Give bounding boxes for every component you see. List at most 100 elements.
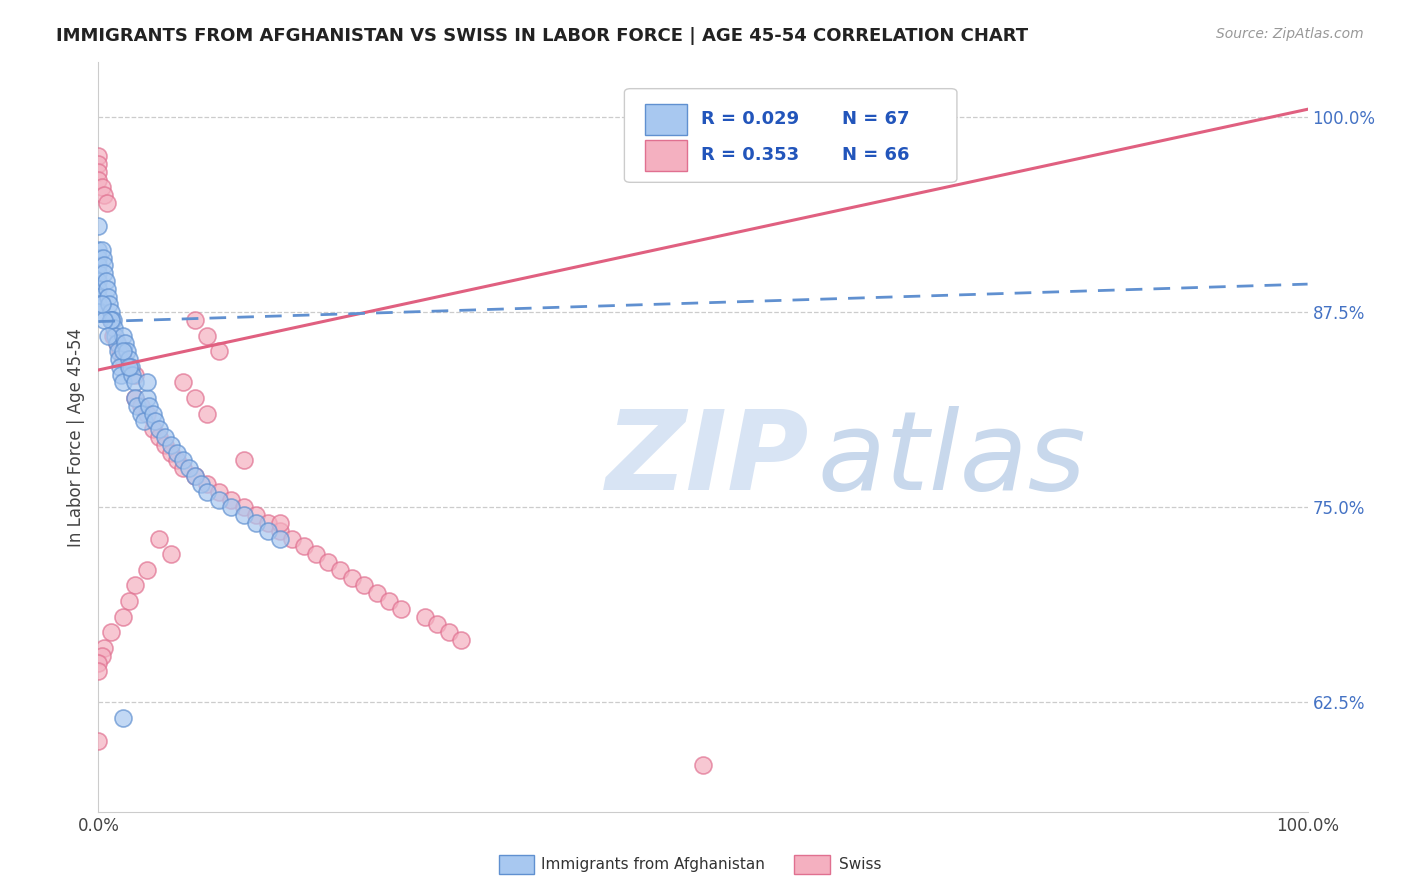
Point (135, 376, 157, 390)
Point (166, 445, 188, 459)
Point (98, 297, 121, 311)
Point (184, 469, 207, 483)
Point (135, 407, 157, 421)
Point (107, 344, 129, 359)
Point (111, 344, 134, 359)
Point (87, 219, 110, 234)
Point (87, 164, 110, 178)
Point (413, 609, 436, 624)
Point (208, 492, 231, 507)
Point (111, 711, 134, 725)
Point (172, 453, 194, 467)
Text: Source: ZipAtlas.com: Source: ZipAtlas.com (1216, 27, 1364, 41)
Point (87, 266, 110, 280)
Point (281, 532, 304, 546)
Point (153, 438, 176, 452)
Point (100, 313, 122, 327)
Point (184, 469, 207, 483)
Point (437, 625, 460, 640)
Point (138, 399, 160, 413)
Point (100, 625, 122, 640)
Point (172, 376, 194, 390)
Y-axis label: In Labor Force | Age 45-54: In Labor Force | Age 45-54 (66, 327, 84, 547)
Point (143, 414, 166, 428)
Point (450, 633, 472, 648)
Point (100, 313, 122, 327)
Point (96, 282, 118, 296)
Point (114, 336, 136, 351)
Point (305, 547, 328, 561)
Point (118, 359, 141, 374)
Point (104, 328, 127, 343)
Point (148, 430, 170, 444)
Point (292, 540, 315, 554)
Point (101, 313, 124, 327)
Point (87, 149, 110, 163)
Text: Swiss: Swiss (839, 857, 882, 871)
Point (124, 391, 146, 405)
Point (87, 258, 110, 272)
Point (111, 328, 134, 343)
Point (160, 445, 183, 459)
Text: N = 67: N = 67 (842, 111, 910, 128)
Point (117, 344, 139, 359)
Point (120, 359, 142, 374)
Point (692, 758, 714, 772)
Point (87, 734, 110, 748)
Point (111, 609, 134, 624)
Text: R = 0.353: R = 0.353 (700, 146, 799, 164)
Point (91, 180, 114, 194)
Point (232, 500, 254, 515)
Text: ZIP: ZIP (606, 406, 810, 513)
Point (100, 313, 122, 327)
Point (426, 617, 449, 632)
Point (179, 461, 201, 475)
FancyBboxPatch shape (624, 88, 957, 182)
Point (111, 351, 134, 366)
Point (111, 376, 134, 390)
Point (127, 399, 149, 413)
Point (118, 351, 141, 366)
Point (148, 422, 170, 436)
Point (100, 305, 122, 319)
Point (121, 368, 143, 382)
Point (184, 313, 207, 327)
Point (184, 391, 207, 405)
Bar (645, 103, 688, 135)
Point (87, 657, 110, 671)
Point (153, 430, 176, 444)
Point (118, 359, 141, 374)
Text: R = 0.029: R = 0.029 (700, 111, 799, 128)
Point (221, 492, 243, 507)
Point (129, 399, 152, 413)
Point (256, 516, 278, 530)
Point (105, 336, 128, 351)
Point (93, 313, 115, 327)
Text: Immigrants from Afghanistan: Immigrants from Afghanistan (541, 857, 765, 871)
Point (91, 297, 114, 311)
Point (195, 407, 218, 421)
Point (97, 289, 120, 303)
Point (93, 266, 115, 280)
Point (87, 157, 110, 171)
Point (135, 391, 157, 405)
Bar (645, 140, 688, 171)
Point (124, 391, 146, 405)
Point (118, 594, 141, 608)
Point (269, 524, 291, 538)
Point (232, 508, 254, 523)
Text: atlas: atlas (818, 406, 1087, 513)
Point (91, 251, 114, 265)
Point (87, 274, 110, 288)
Point (97, 328, 120, 343)
Point (135, 563, 157, 577)
Point (87, 664, 110, 679)
Point (87, 172, 110, 186)
Point (93, 188, 115, 202)
Point (195, 328, 218, 343)
Point (105, 336, 128, 351)
Point (87, 251, 110, 265)
Point (124, 376, 146, 390)
Point (91, 243, 114, 257)
Point (195, 476, 218, 491)
